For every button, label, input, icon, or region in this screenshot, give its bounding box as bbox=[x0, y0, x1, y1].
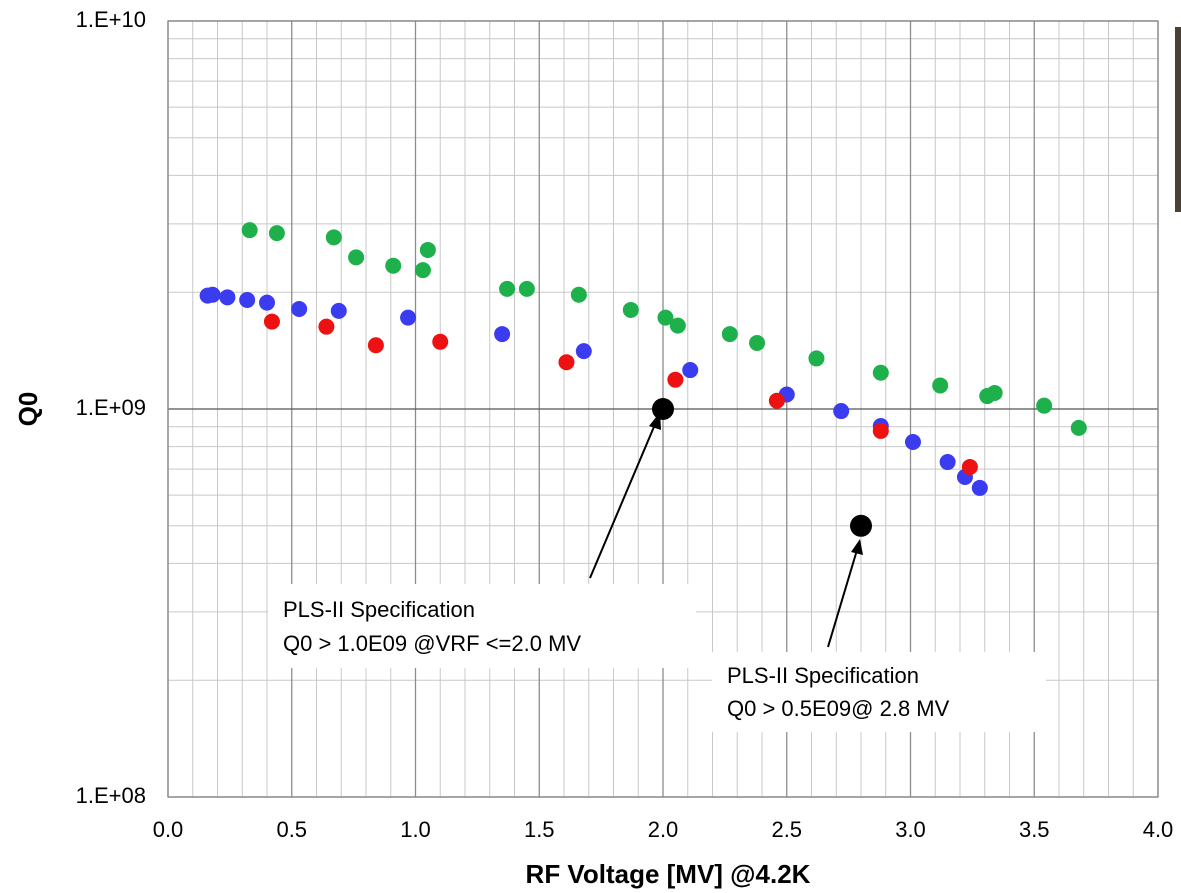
annotation-text: Q0 > 0.5E09@ 2.8 MV bbox=[727, 696, 950, 721]
data-point bbox=[499, 280, 516, 297]
data-point bbox=[263, 313, 280, 330]
data-point bbox=[414, 262, 431, 279]
data-point bbox=[348, 249, 365, 266]
data-point bbox=[749, 334, 766, 351]
data-point bbox=[768, 392, 785, 409]
annotation-arrow bbox=[589, 421, 657, 579]
data-point bbox=[872, 422, 889, 439]
y-axis-title: Q0 bbox=[13, 392, 43, 427]
data-point bbox=[622, 301, 639, 318]
annotation: PLS-II Specification Q0 > 0.5E09@ 2.8 MV bbox=[712, 539, 1046, 732]
data-point bbox=[986, 384, 1003, 401]
annotation-text: PLS-II Specification bbox=[283, 597, 475, 622]
data-point bbox=[850, 514, 872, 537]
data-point bbox=[669, 317, 686, 334]
data-point bbox=[833, 403, 850, 420]
x-tick-label: 0.5 bbox=[276, 817, 307, 842]
data-point bbox=[268, 225, 285, 242]
y-tick-label: 1.E+09 bbox=[76, 395, 146, 420]
marks bbox=[199, 222, 1087, 537]
data-point bbox=[961, 458, 978, 475]
data-point bbox=[570, 286, 587, 303]
data-point bbox=[1036, 397, 1053, 414]
annotation-arrow bbox=[827, 549, 858, 648]
data-point bbox=[204, 286, 221, 303]
annotation-text: Q0 > 1.0E09 @VRF <=2.0 MV bbox=[283, 631, 581, 656]
data-point bbox=[219, 289, 236, 306]
x-tick-label: 1.0 bbox=[400, 817, 431, 842]
x-tick-label: 4.0 bbox=[1143, 817, 1174, 842]
data-point bbox=[558, 354, 575, 371]
x-tick-label: 1.5 bbox=[524, 817, 555, 842]
x-tick-label: 2.0 bbox=[648, 817, 679, 842]
data-point bbox=[652, 398, 674, 420]
y-tick-label: 1.E+08 bbox=[76, 783, 146, 808]
x-tick-label: 2.5 bbox=[771, 817, 802, 842]
data-point bbox=[682, 362, 699, 379]
data-point bbox=[325, 229, 342, 246]
x-tick-label: 0.0 bbox=[153, 817, 184, 842]
arrow-head bbox=[649, 412, 661, 430]
annotation-box bbox=[268, 584, 696, 668]
data-point bbox=[241, 222, 258, 239]
x-tick-label: 3.5 bbox=[1019, 817, 1050, 842]
data-point bbox=[657, 309, 674, 326]
data-point bbox=[432, 333, 449, 350]
data-point bbox=[259, 294, 275, 311]
data-point bbox=[808, 350, 825, 367]
annotation-text: PLS-II Specification bbox=[727, 663, 919, 688]
annotation: PLS-II Specification Q0 > 1.0E09 @VRF <=… bbox=[268, 412, 696, 668]
data-point bbox=[400, 309, 417, 326]
data-point bbox=[385, 257, 402, 274]
data-point bbox=[667, 371, 684, 388]
data-point bbox=[291, 301, 308, 318]
annotation-box bbox=[712, 652, 1046, 732]
x-tick-label: 3.0 bbox=[895, 817, 926, 842]
data-point bbox=[971, 479, 988, 496]
x-axis-title: RF Voltage [MV] @4.2K bbox=[526, 859, 811, 889]
data-point bbox=[367, 337, 384, 354]
data-point bbox=[239, 291, 256, 308]
data-point bbox=[318, 318, 335, 335]
data-point bbox=[494, 326, 511, 343]
plot-frame bbox=[167, 20, 1159, 798]
arrow-head bbox=[851, 539, 863, 555]
data-point bbox=[419, 241, 436, 258]
photo-fragment bbox=[1175, 27, 1181, 212]
data-point bbox=[1070, 419, 1087, 436]
data-point bbox=[939, 454, 956, 471]
y-tick-label: 1.E+10 bbox=[76, 7, 146, 32]
data-point bbox=[575, 343, 592, 360]
data-point bbox=[872, 364, 889, 381]
data-point bbox=[904, 434, 921, 451]
data-point bbox=[330, 302, 347, 319]
data-point bbox=[518, 280, 535, 297]
data-point bbox=[721, 326, 738, 343]
data-point bbox=[932, 377, 949, 394]
